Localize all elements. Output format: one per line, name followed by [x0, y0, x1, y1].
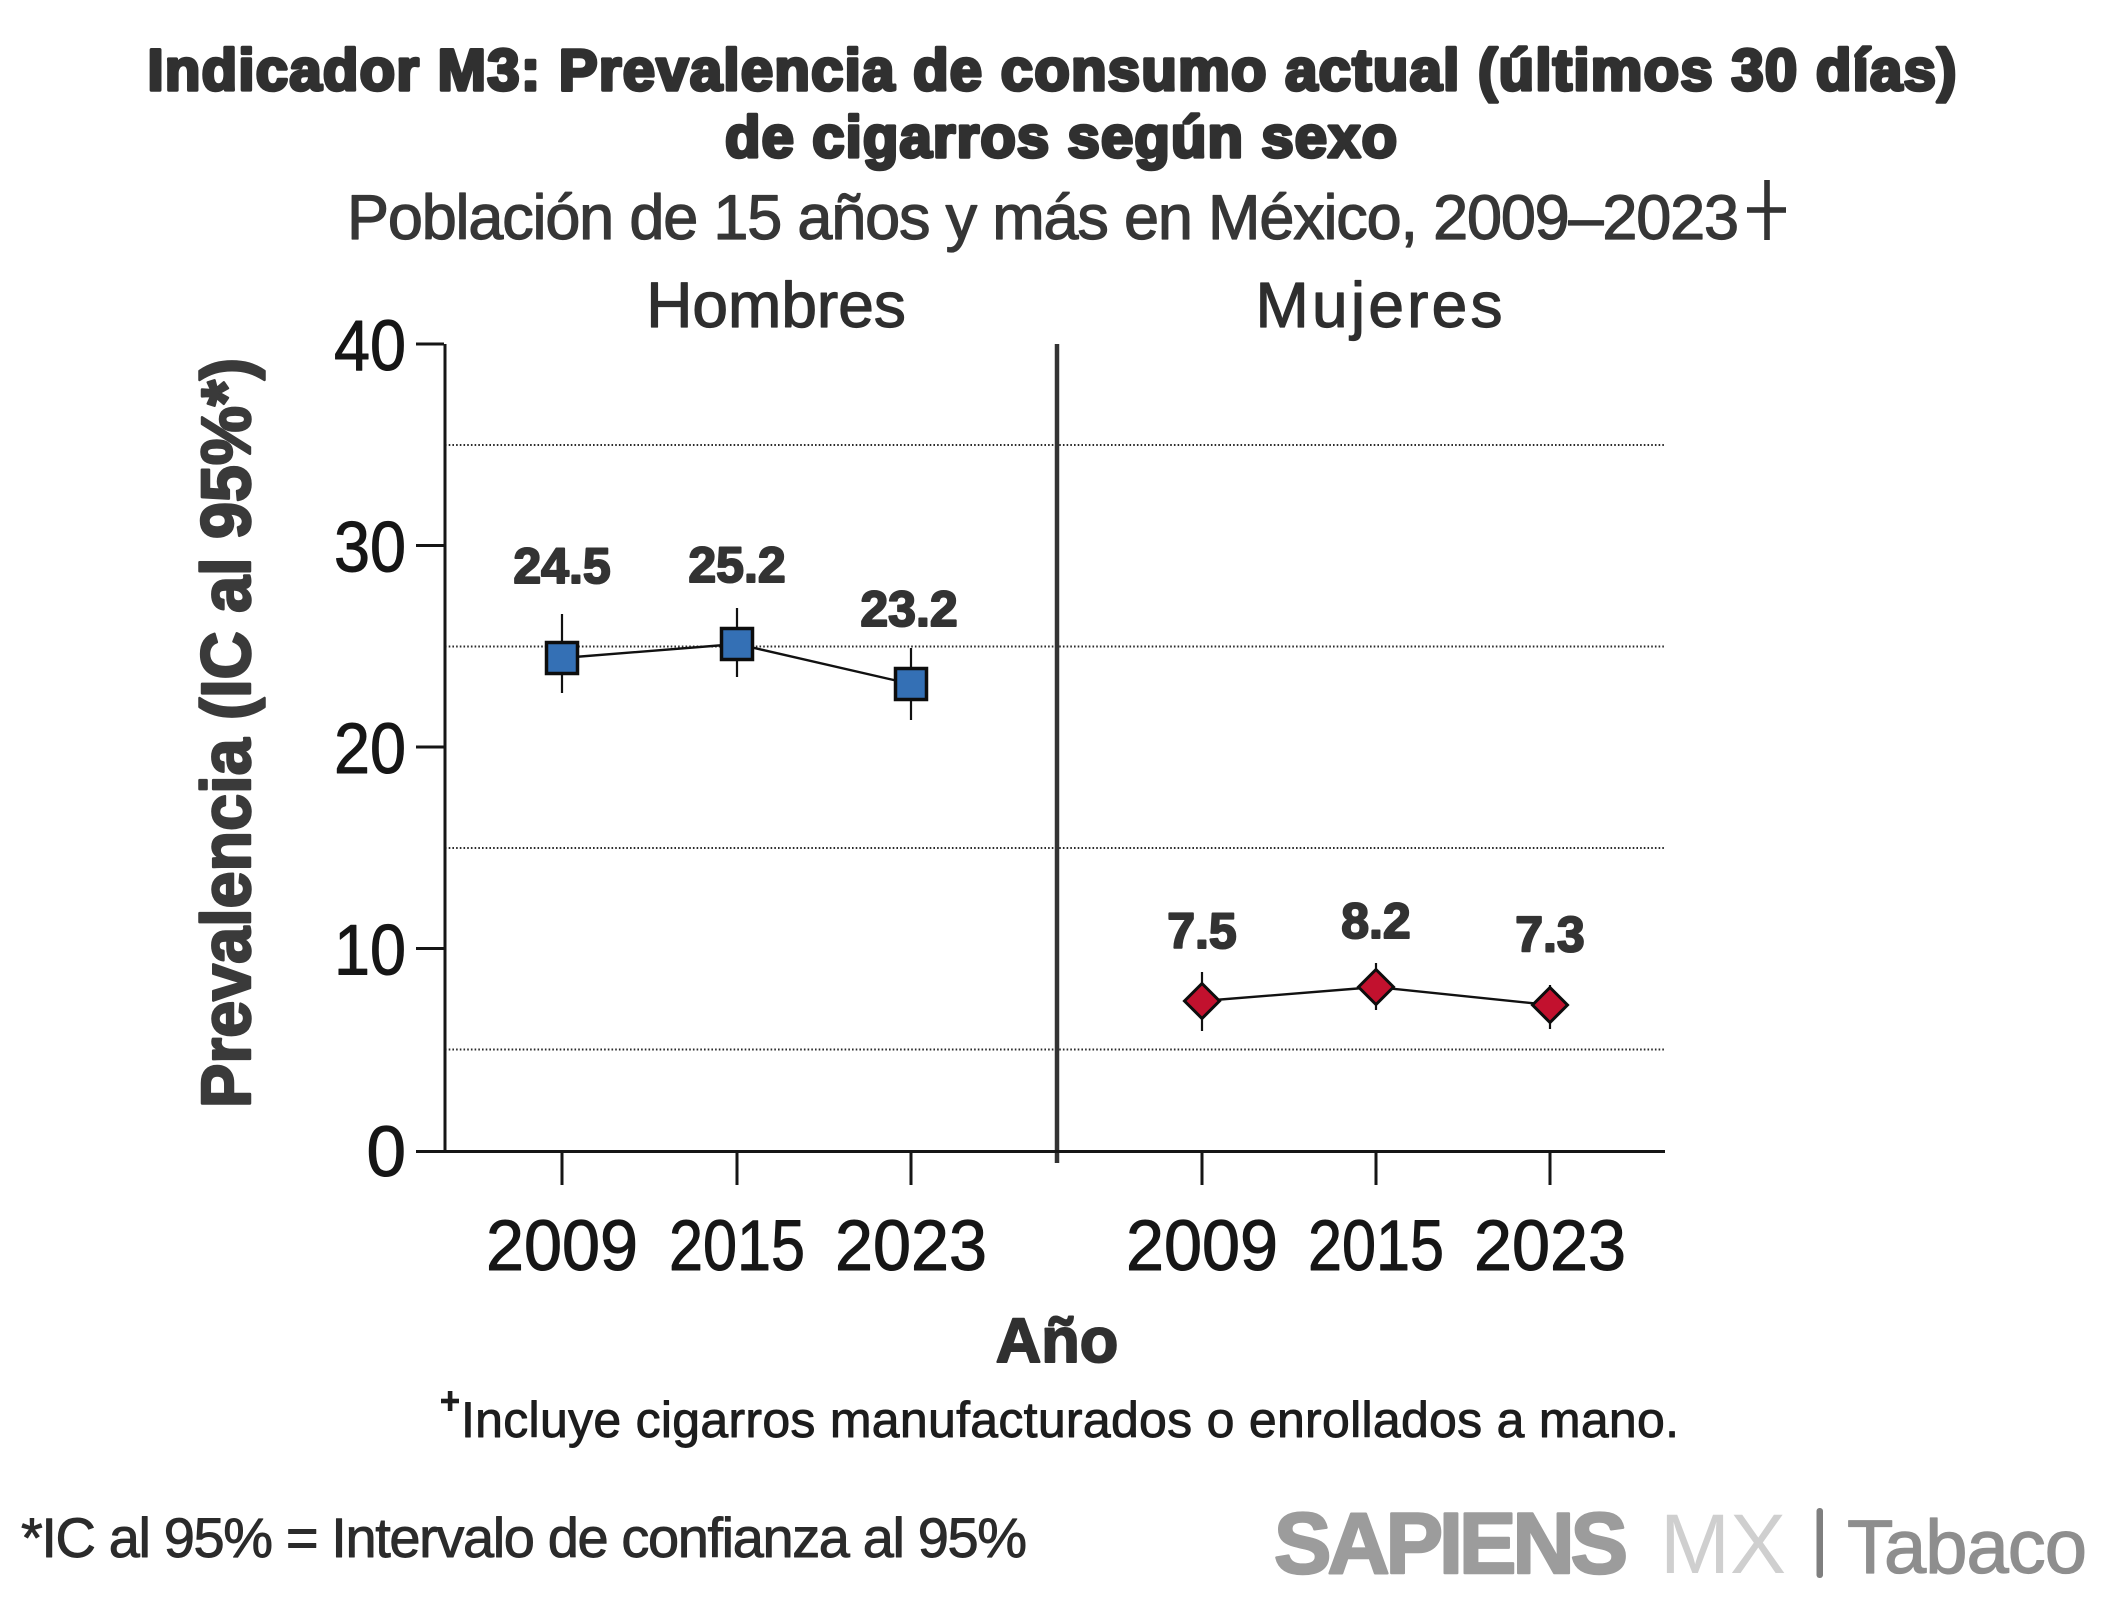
svg-text:Indicador M3: Prevalencia de c: Indicador M3: Prevalencia de consumo act… — [148, 38, 1957, 103]
svg-text:2015: 2015 — [1308, 1207, 1444, 1286]
svg-text:Tabaco: Tabaco — [1847, 1505, 2087, 1590]
svg-text:2023: 2023 — [835, 1207, 987, 1286]
svg-text:Año: Año — [996, 1306, 1118, 1376]
svg-text:2009: 2009 — [1126, 1207, 1278, 1286]
svg-text:2023: 2023 — [1474, 1207, 1626, 1286]
svg-text:30: 30 — [334, 508, 406, 587]
svg-text:7.5: 7.5 — [1167, 903, 1237, 959]
svg-text:7.3: 7.3 — [1515, 907, 1585, 963]
svg-text:24.5: 24.5 — [513, 538, 610, 594]
svg-text:Prevalencia (IC al 95%*): Prevalencia (IC al 95%*) — [187, 358, 265, 1108]
svg-text:Población de 15 años y más en: Población de 15 años y más en México, 20… — [347, 183, 1739, 253]
svg-text:Mujeres: Mujeres — [1256, 269, 1503, 341]
svg-text:20: 20 — [334, 710, 406, 789]
svg-text:MX: MX — [1660, 1497, 1786, 1591]
svg-text:23.2: 23.2 — [860, 581, 957, 637]
svg-text:*IC al 95% = Intervalo de conf: *IC al 95% = Intervalo de confianza al 9… — [21, 1506, 1027, 1569]
svg-text:10: 10 — [334, 911, 406, 990]
svg-text:2015: 2015 — [669, 1207, 805, 1286]
svg-text:Incluye cigarros manufacturado: Incluye cigarros manufacturados o enroll… — [461, 1392, 1679, 1448]
svg-text:25.2: 25.2 — [688, 537, 785, 593]
svg-text:0: 0 — [367, 1113, 407, 1192]
svg-text:40: 40 — [334, 307, 406, 386]
svg-text:Hombres: Hombres — [646, 269, 906, 341]
svg-text:2009: 2009 — [486, 1207, 638, 1286]
svg-text:de cigarros según sexo: de cigarros según sexo — [725, 105, 1397, 170]
svg-text:SAPIENS: SAPIENS — [1274, 1496, 1628, 1592]
svg-text:8.2: 8.2 — [1341, 893, 1411, 949]
